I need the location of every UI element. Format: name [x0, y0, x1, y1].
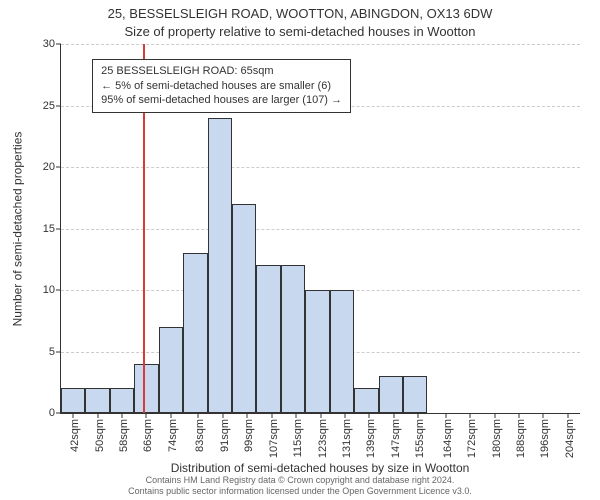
- info-box-line: 95% of semi-detached houses are larger (…: [101, 93, 342, 108]
- info-box-line: ← 5% of semi-detached houses are smaller…: [101, 79, 342, 94]
- xtick-label: 123sqm: [317, 419, 329, 458]
- histogram-plot: 05101520253042sqm50sqm58sqm66sqm74sqm83s…: [60, 44, 580, 414]
- ytick-label: 0: [49, 407, 55, 419]
- xtick-mark: [247, 413, 248, 418]
- histogram-bar: [134, 364, 158, 413]
- footer-line1: Contains HM Land Registry data © Crown c…: [0, 475, 600, 486]
- histogram-bar: [256, 265, 280, 413]
- xtick-label: 99sqm: [243, 419, 255, 452]
- xtick-mark: [73, 413, 74, 418]
- xtick-label: 188sqm: [515, 419, 527, 458]
- xtick-label: 115sqm: [292, 419, 304, 457]
- xtick-mark: [418, 413, 419, 418]
- xtick-mark: [271, 413, 272, 418]
- x-axis-label: Distribution of semi-detached houses by …: [60, 461, 580, 475]
- ytick-label: 10: [43, 284, 55, 296]
- xtick-mark: [198, 413, 199, 418]
- ytick-label: 25: [43, 100, 55, 112]
- ytick-label: 15: [43, 223, 55, 235]
- xtick-label: 91sqm: [219, 419, 231, 452]
- xtick-label: 50sqm: [94, 419, 106, 452]
- xtick-mark: [320, 413, 321, 418]
- xtick-label: 42sqm: [69, 419, 81, 452]
- ytick-mark: [56, 167, 61, 168]
- histogram-bar: [354, 388, 378, 413]
- histogram-bar: [281, 265, 305, 413]
- footer-line2: Contains public sector information licen…: [0, 486, 600, 497]
- info-box-line: 25 BESSELSLEIGH ROAD: 65sqm: [101, 64, 342, 79]
- histogram-bar: [330, 290, 354, 413]
- gridline-h: [61, 44, 580, 45]
- histogram-bar: [208, 118, 232, 413]
- chart-footer: Contains HM Land Registry data © Crown c…: [0, 475, 600, 497]
- xtick-mark: [170, 413, 171, 418]
- ytick-mark: [56, 228, 61, 229]
- xtick-mark: [122, 413, 123, 418]
- xtick-label: 139sqm: [365, 419, 377, 458]
- xtick-label: 58sqm: [118, 419, 130, 452]
- xtick-label: 180sqm: [491, 419, 503, 458]
- histogram-bar: [183, 253, 207, 413]
- xtick-label: 147sqm: [390, 419, 402, 458]
- xtick-mark: [393, 413, 394, 418]
- xtick-label: 107sqm: [268, 419, 280, 458]
- xtick-label: 83sqm: [194, 419, 206, 452]
- xtick-label: 164sqm: [442, 419, 454, 458]
- ytick-mark: [56, 290, 61, 291]
- xtick-mark: [445, 413, 446, 418]
- xtick-mark: [296, 413, 297, 418]
- histogram-bar: [403, 376, 427, 413]
- gridline-h: [61, 167, 580, 168]
- xtick-mark: [222, 413, 223, 418]
- ytick-label: 30: [43, 38, 55, 50]
- xtick-mark: [369, 413, 370, 418]
- ytick-mark: [56, 105, 61, 106]
- chart-title-main: 25, BESSELSLEIGH ROAD, WOOTTON, ABINGDON…: [0, 6, 600, 21]
- xtick-mark: [543, 413, 544, 418]
- xtick-label: 74sqm: [167, 419, 179, 452]
- histogram-bar: [85, 388, 109, 413]
- histogram-bar: [110, 388, 134, 413]
- histogram-bar: [305, 290, 329, 413]
- ytick-label: 5: [49, 346, 55, 358]
- histogram-bar: [379, 376, 403, 413]
- xtick-mark: [97, 413, 98, 418]
- chart-title-sub: Size of property relative to semi-detach…: [0, 24, 600, 39]
- xtick-label: 196sqm: [539, 419, 551, 458]
- xtick-mark: [494, 413, 495, 418]
- ytick-mark: [56, 351, 61, 352]
- y-axis-label-text: Number of semi-detached properties: [10, 132, 24, 327]
- xtick-mark: [146, 413, 147, 418]
- histogram-bar: [159, 327, 183, 413]
- y-axis-label: Number of semi-detached properties: [10, 44, 24, 414]
- ytick-label: 20: [43, 161, 55, 173]
- xtick-label: 131sqm: [341, 419, 353, 458]
- info-box: 25 BESSELSLEIGH ROAD: 65sqm← 5% of semi-…: [92, 59, 351, 114]
- xtick-label: 172sqm: [466, 419, 478, 458]
- xtick-mark: [567, 413, 568, 418]
- xtick-mark: [518, 413, 519, 418]
- xtick-label: 66sqm: [142, 419, 154, 452]
- ytick-mark: [56, 44, 61, 45]
- xtick-label: 155sqm: [414, 419, 426, 458]
- xtick-mark: [344, 413, 345, 418]
- histogram-bar: [232, 204, 256, 413]
- histogram-bar: [61, 388, 85, 413]
- gridline-h: [61, 229, 580, 230]
- xtick-label: 204sqm: [564, 419, 576, 458]
- xtick-mark: [470, 413, 471, 418]
